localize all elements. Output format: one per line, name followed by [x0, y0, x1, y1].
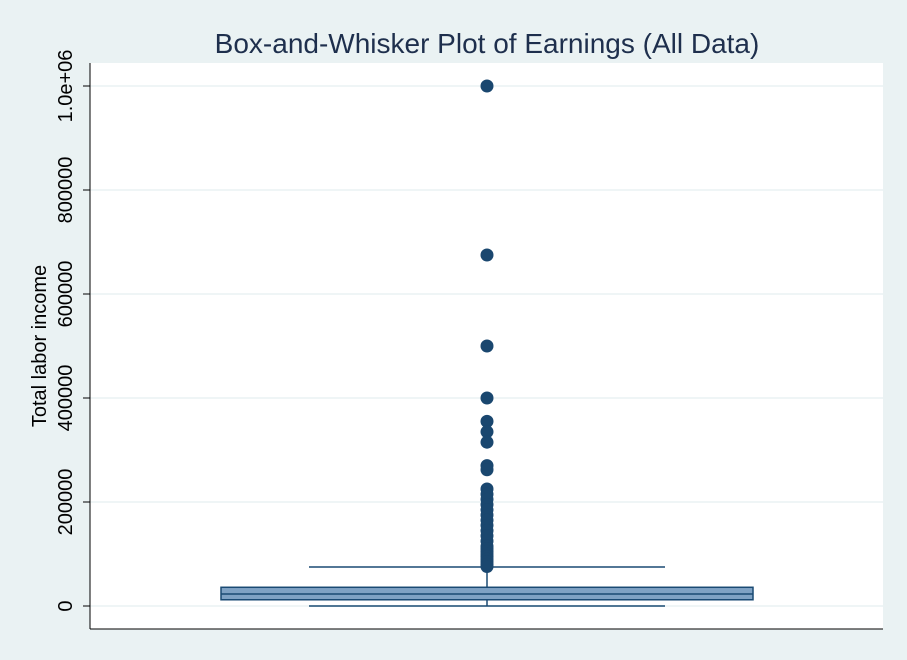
outlier-point — [480, 248, 494, 262]
y-tick-label: 800000 — [55, 157, 77, 224]
box-group — [220, 566, 754, 607]
y-tick-label: 0 — [55, 600, 77, 611]
chart-title: Box-and-Whisker Plot of Earnings (All Da… — [215, 28, 760, 59]
outlier-points — [480, 79, 494, 573]
outlier-point — [480, 435, 494, 449]
outlier-point — [480, 463, 494, 477]
outlier-point — [480, 79, 494, 93]
y-axis-label: Total labor income — [29, 265, 51, 427]
y-axis: 0 200000 400000 600000 800000 1.0e+06 — [55, 50, 883, 630]
y-tick-label: 1.0e+06 — [55, 50, 77, 123]
outlier-point — [480, 339, 494, 353]
outlier-point — [480, 425, 494, 439]
outlier-point — [480, 414, 494, 428]
y-tick-label: 600000 — [55, 261, 77, 328]
outlier-point — [480, 391, 494, 405]
y-tick-label: 200000 — [55, 469, 77, 536]
outlier-point — [480, 559, 494, 573]
y-tick-label: 400000 — [55, 365, 77, 432]
